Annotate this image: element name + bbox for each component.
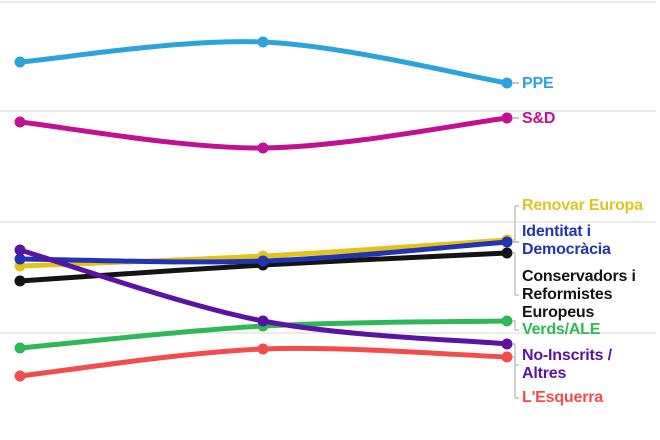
leader-bracket-renovar-europa	[513, 205, 519, 241]
series-no-inscrits-altres	[14, 244, 513, 350]
series-dot-l-esquerra	[257, 343, 269, 355]
series-label-no-inscrits-altres: No-Inscrits / Altres	[522, 347, 612, 382]
series-identitat-i-democracia	[14, 236, 513, 267]
series-label-sd: S&D	[522, 110, 556, 127]
series-dot-identitat-i-democracia	[14, 253, 26, 265]
series-dot-no-inscrits-altres	[257, 315, 269, 327]
series-dot-verds-ale	[501, 315, 513, 327]
series-label-conservadors-i-reformistes-europeus: Conservadors i Reformistes Europeus	[522, 268, 636, 321]
leader-lines	[513, 82, 519, 399]
series-dot-identitat-i-democracia	[501, 236, 513, 248]
series-label-ppe: PPE	[522, 75, 554, 92]
leader-bracket-no-inscrits-altres	[513, 343, 519, 366]
leader-bracket-l-esquerra	[513, 356, 519, 399]
series-dot-no-inscrits-altres	[14, 244, 26, 256]
series-dot-no-inscrits-altres	[501, 338, 513, 350]
series-ppe	[14, 36, 513, 89]
series-label-l-esquerra: L'Esquerra	[522, 389, 603, 406]
series-label-renovar-europa: Renovar Europa	[522, 197, 643, 214]
series-dot-ppe	[501, 77, 513, 89]
series-dot-ppe	[257, 36, 269, 48]
series-label-identitat-i-democracia: Identitat i Democràcia	[522, 223, 611, 258]
series-dot-l-esquerra	[501, 351, 513, 363]
series-l-esquerra	[14, 343, 513, 382]
leader-bracket-conservadors-i-reformistes-europeus	[513, 252, 519, 296]
series-dot-verds-ale	[14, 342, 26, 354]
gridlines	[0, 1, 656, 334]
series-dot-l-esquerra	[14, 370, 26, 382]
series-dot-sd	[501, 112, 513, 124]
series-dot-identitat-i-democracia	[257, 255, 269, 267]
series-sd	[14, 112, 513, 154]
series-dot-conservadors-i-reformistes-europeus	[501, 247, 513, 259]
series-dot-ppe	[14, 56, 26, 68]
leader-bracket-verds-ale	[513, 320, 519, 331]
series-line-ppe	[17, 39, 510, 86]
series-dot-sd	[14, 116, 26, 128]
series-dot-sd	[257, 142, 269, 154]
series-dot-conservadors-i-reformistes-europeus	[14, 275, 26, 287]
series-label-verds-ale: Verds/ALE	[522, 321, 601, 338]
